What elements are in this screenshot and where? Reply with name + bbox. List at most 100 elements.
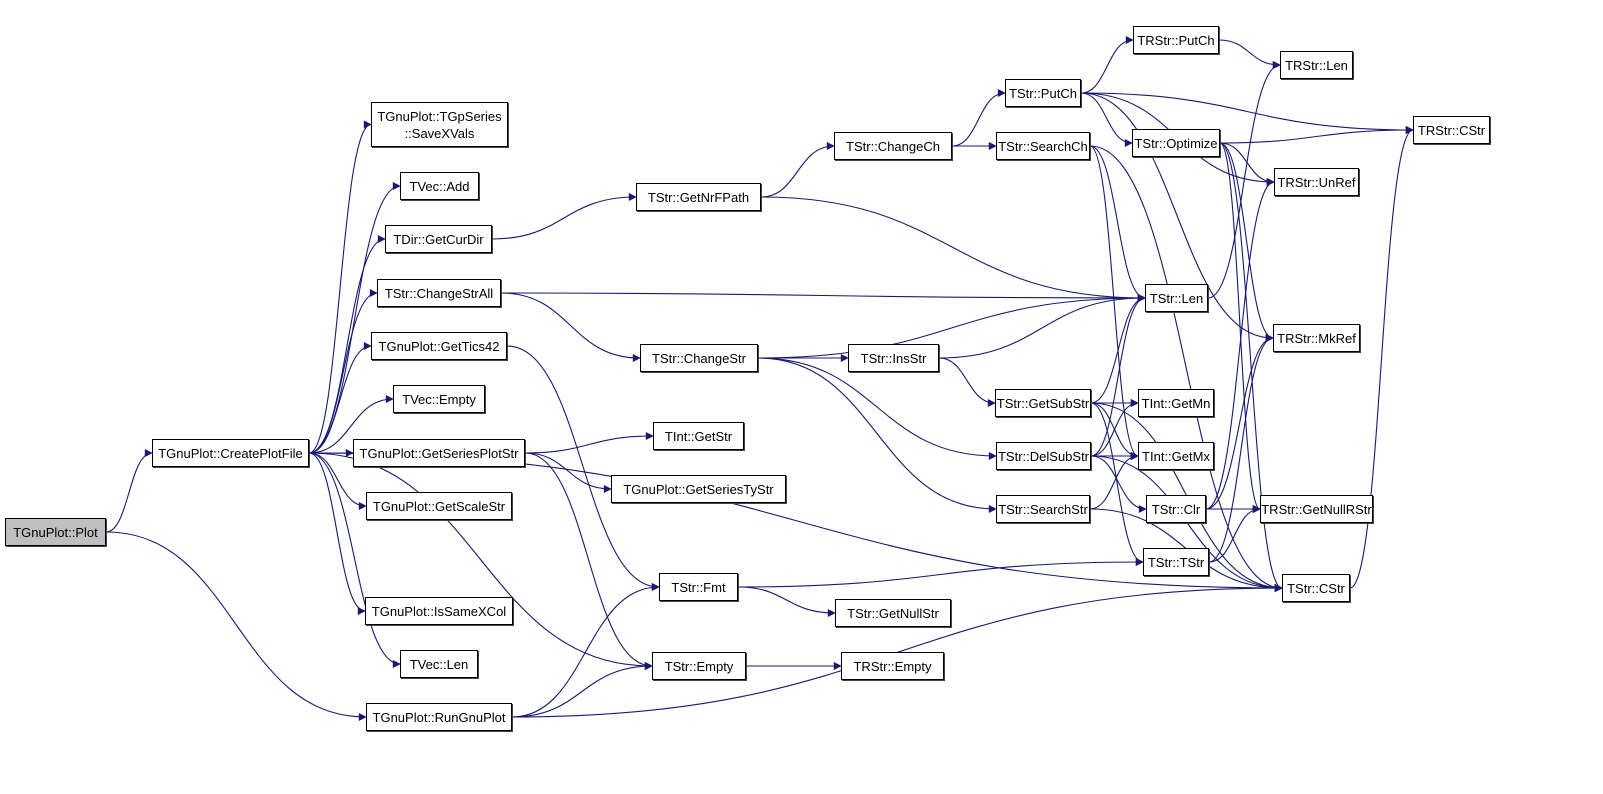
node-tint-get-mn[interactable]: TInt::GetMn xyxy=(1138,389,1214,417)
node-tstr-t-str[interactable]: TStr::TStr xyxy=(1143,548,1209,576)
edge-tstrTStr-to-getNullRStr xyxy=(1208,505,1261,563)
edge-optimize-to-getNullRStr xyxy=(1219,142,1261,513)
node-label: TInt::GetStr xyxy=(664,428,733,444)
edge-optimize-to-tstrCStr xyxy=(1219,142,1283,592)
node-label: TGnuPlot::TGpSeries xyxy=(377,108,502,124)
edge-delSubStr-to-tstrLen xyxy=(1090,294,1146,457)
node-change-ch[interactable]: TStr::ChangeCh xyxy=(834,132,952,160)
node-optimize[interactable]: TStr::Optimize xyxy=(1132,129,1220,157)
node-label: TStr::GetNullStr xyxy=(847,605,939,621)
edge-getSeriesPlotStr-to-tintGetStr xyxy=(524,432,654,454)
node-tstr-empty[interactable]: TStr::Empty xyxy=(652,652,746,680)
node-create-plot-file[interactable]: TGnuPlot::CreatePlotFile xyxy=(152,439,309,467)
node-get-cur-dir[interactable]: TDir::GetCurDir xyxy=(385,225,492,253)
edge-changeCh-to-putCh xyxy=(951,89,1006,147)
node-label: ::SaveXVals xyxy=(404,125,475,141)
node-search-ch[interactable]: TStr::SearchCh xyxy=(996,132,1090,160)
edge-getSeriesPlotStr-to-getSeriesTyStr xyxy=(524,452,612,493)
node-tstr-c-str[interactable]: TStr::CStr xyxy=(1282,574,1350,602)
node-label: TGnuPlot::GetSeriesPlotStr xyxy=(359,445,519,461)
node-label: TStr::Len xyxy=(1149,290,1204,306)
node-label: TVec::Len xyxy=(409,656,469,672)
edge-searchCh-to-tstrCStr xyxy=(1089,145,1283,592)
node-get-null-str[interactable]: TStr::GetNullStr xyxy=(835,599,951,627)
node-label: TStr::GetNrFPath xyxy=(647,189,750,205)
node-ins-str[interactable]: TStr::InsStr xyxy=(848,344,939,372)
edge-runGnuPlot-to-fmt xyxy=(511,583,660,718)
node-fmt[interactable]: TStr::Fmt xyxy=(659,573,738,601)
node-get-series-ty-str[interactable]: TGnuPlot::GetSeriesTyStr xyxy=(611,475,786,503)
node-label: TRStr::PutCh xyxy=(1137,32,1215,48)
edge-getNrFPath-to-tstrLen xyxy=(760,196,1146,302)
edge-getTics42-to-fmt xyxy=(506,345,660,591)
node-label: TRStr::CStr xyxy=(1417,122,1486,138)
node-search-str[interactable]: TStr::SearchStr xyxy=(996,495,1090,523)
node-label: TRStr::Empty xyxy=(853,658,932,674)
node-label: TStr::CStr xyxy=(1287,580,1345,596)
node-get-tics42[interactable]: TGnuPlot::GetTics42 xyxy=(371,332,507,360)
edge-putCh-to-trstrPutCh xyxy=(1080,36,1134,94)
node-tstr-clr[interactable]: TStr::Clr xyxy=(1146,495,1206,523)
node-label: TStr::Fmt xyxy=(671,579,726,595)
node-label: TRStr::UnRef xyxy=(1277,174,1356,190)
edge-insStr-to-getSubStr xyxy=(938,357,996,407)
edge-createPlotFile-to-getTics42 xyxy=(308,342,372,454)
node-trstr-un-ref[interactable]: TRStr::UnRef xyxy=(1274,168,1359,196)
edge-getSubStr-to-tstrTStr xyxy=(1090,402,1144,566)
node-trstr-len[interactable]: TRStr::Len xyxy=(1280,51,1353,79)
edge-insStr-to-tstrLen xyxy=(938,294,1146,359)
edge-createPlotFile-to-tvecLen xyxy=(308,452,401,668)
edge-getCurDir-to-getNrFPath xyxy=(491,193,637,240)
node-del-sub-str[interactable]: TStr::DelSubStr xyxy=(996,442,1091,470)
node-trstr-put-ch[interactable]: TRStr::PutCh xyxy=(1133,26,1219,54)
edge-optimize-to-trstrMkRef xyxy=(1219,142,1274,342)
edge-createPlotFile-to-isSameXCol xyxy=(308,452,366,615)
node-label: TStr::TStr xyxy=(1147,554,1205,570)
node-tstr-len[interactable]: TStr::Len xyxy=(1145,284,1208,312)
node-trstr-empty[interactable]: TRStr::Empty xyxy=(841,652,944,680)
node-label: TRStr::Len xyxy=(1285,57,1348,73)
node-label: TStr::Empty xyxy=(664,658,734,674)
node-change-str[interactable]: TStr::ChangeStr xyxy=(640,344,758,372)
edge-fmt-to-getNullStr xyxy=(737,586,836,617)
node-tint-get-str[interactable]: TInt::GetStr xyxy=(653,422,744,450)
edge-putCh-to-trstrCStr xyxy=(1080,92,1414,134)
node-label: TDir::GetCurDir xyxy=(393,231,484,247)
node-label: TStr::SearchCh xyxy=(998,138,1088,154)
node-run-gnu-plot[interactable]: TGnuPlot::RunGnuPlot xyxy=(366,703,512,731)
node-is-same-x-col[interactable]: TGnuPlot::IsSameXCol xyxy=(365,597,513,625)
node-trstr-mk-ref[interactable]: TRStr::MkRef xyxy=(1273,324,1360,352)
node-label: TGnuPlot::RunGnuPlot xyxy=(372,709,506,725)
node-tvec-len[interactable]: TVec::Len xyxy=(400,650,478,678)
node-label: TStr::ChangeStrAll xyxy=(384,285,494,301)
node-label: TRStr::GetNullRStr xyxy=(1261,501,1372,517)
node-tint-get-mx[interactable]: TInt::GetMx xyxy=(1138,442,1214,470)
node-tvec-empty[interactable]: TVec::Empty xyxy=(393,385,485,413)
node-tvec-add[interactable]: TVec::Add xyxy=(400,172,479,200)
node-plot[interactable]: TGnuPlot::Plot xyxy=(5,518,106,546)
node-label: TGnuPlot::CreatePlotFile xyxy=(158,445,303,461)
node-get-null-r-str[interactable]: TRStr::GetNullRStr xyxy=(1260,495,1373,523)
node-save-x-vals[interactable]: TGnuPlot::TGpSeries::SaveXVals xyxy=(371,102,508,147)
node-get-sub-str[interactable]: TStr::GetSubStr xyxy=(995,389,1091,417)
edge-changeStr-to-searchStr xyxy=(757,357,997,513)
node-put-ch[interactable]: TStr::PutCh xyxy=(1005,79,1081,107)
node-label: TGnuPlot::IsSameXCol xyxy=(371,603,507,619)
edge-delSubStr-to-tintGetMn xyxy=(1090,399,1139,457)
node-trstr-c-str[interactable]: TRStr::CStr xyxy=(1413,116,1490,144)
edge-plot-to-runGnuPlot xyxy=(105,531,367,721)
node-get-series-plot-str[interactable]: TGnuPlot::GetSeriesPlotStr xyxy=(353,439,525,467)
node-change-str-all[interactable]: TStr::ChangeStrAll xyxy=(377,279,501,307)
node-get-nr-f-path[interactable]: TStr::GetNrFPath xyxy=(636,183,761,211)
edge-searchCh-to-tstrLen xyxy=(1089,145,1146,302)
edge-changeStrAll-to-tstrLen xyxy=(500,292,1146,302)
edge-createPlotFile-to-tvecEmpty xyxy=(308,395,394,454)
node-get-scale-str[interactable]: TGnuPlot::GetScaleStr xyxy=(366,492,512,520)
edge-createPlotFile-to-tstrCStr xyxy=(308,452,1283,592)
edge-plot-to-createPlotFile xyxy=(105,449,153,533)
edge-changeStr-to-tstrLen xyxy=(757,294,1146,359)
node-label: TVec::Add xyxy=(409,178,470,194)
edge-putCh-to-optimize xyxy=(1080,92,1133,147)
edge-tstrLen-to-trstrLen xyxy=(1207,61,1281,299)
